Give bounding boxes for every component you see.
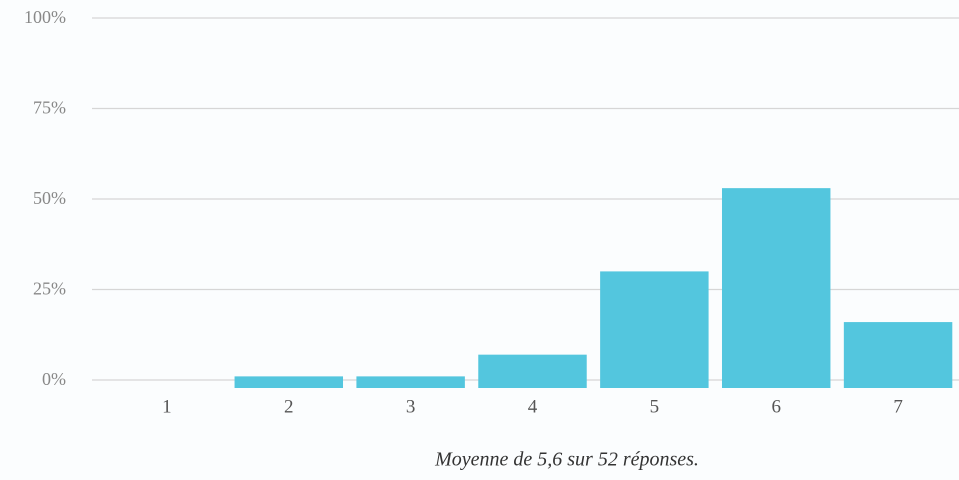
bar: [843, 322, 953, 388]
y-tick-label: 75%: [33, 98, 66, 118]
x-tick-label: 3: [406, 396, 416, 417]
y-tick-label: 100%: [24, 7, 66, 27]
bar: [356, 376, 465, 388]
x-tick-label: 1: [162, 396, 172, 417]
y-tick-label: 25%: [33, 279, 66, 299]
bar: [600, 271, 709, 388]
bar: [721, 188, 831, 388]
y-tick-label: 50%: [33, 188, 66, 208]
x-tick-label: 6: [771, 396, 781, 417]
x-tick-label: 7: [893, 396, 903, 417]
bar: [478, 354, 587, 388]
x-tick-label: 2: [284, 396, 294, 417]
summary-note: Moyenne de 5,6 sur 52 réponses.: [434, 449, 699, 471]
bar: [234, 376, 344, 388]
x-tick-label: 5: [650, 396, 660, 417]
x-tick-label: 4: [528, 396, 538, 417]
y-tick-label: 0%: [42, 369, 66, 389]
